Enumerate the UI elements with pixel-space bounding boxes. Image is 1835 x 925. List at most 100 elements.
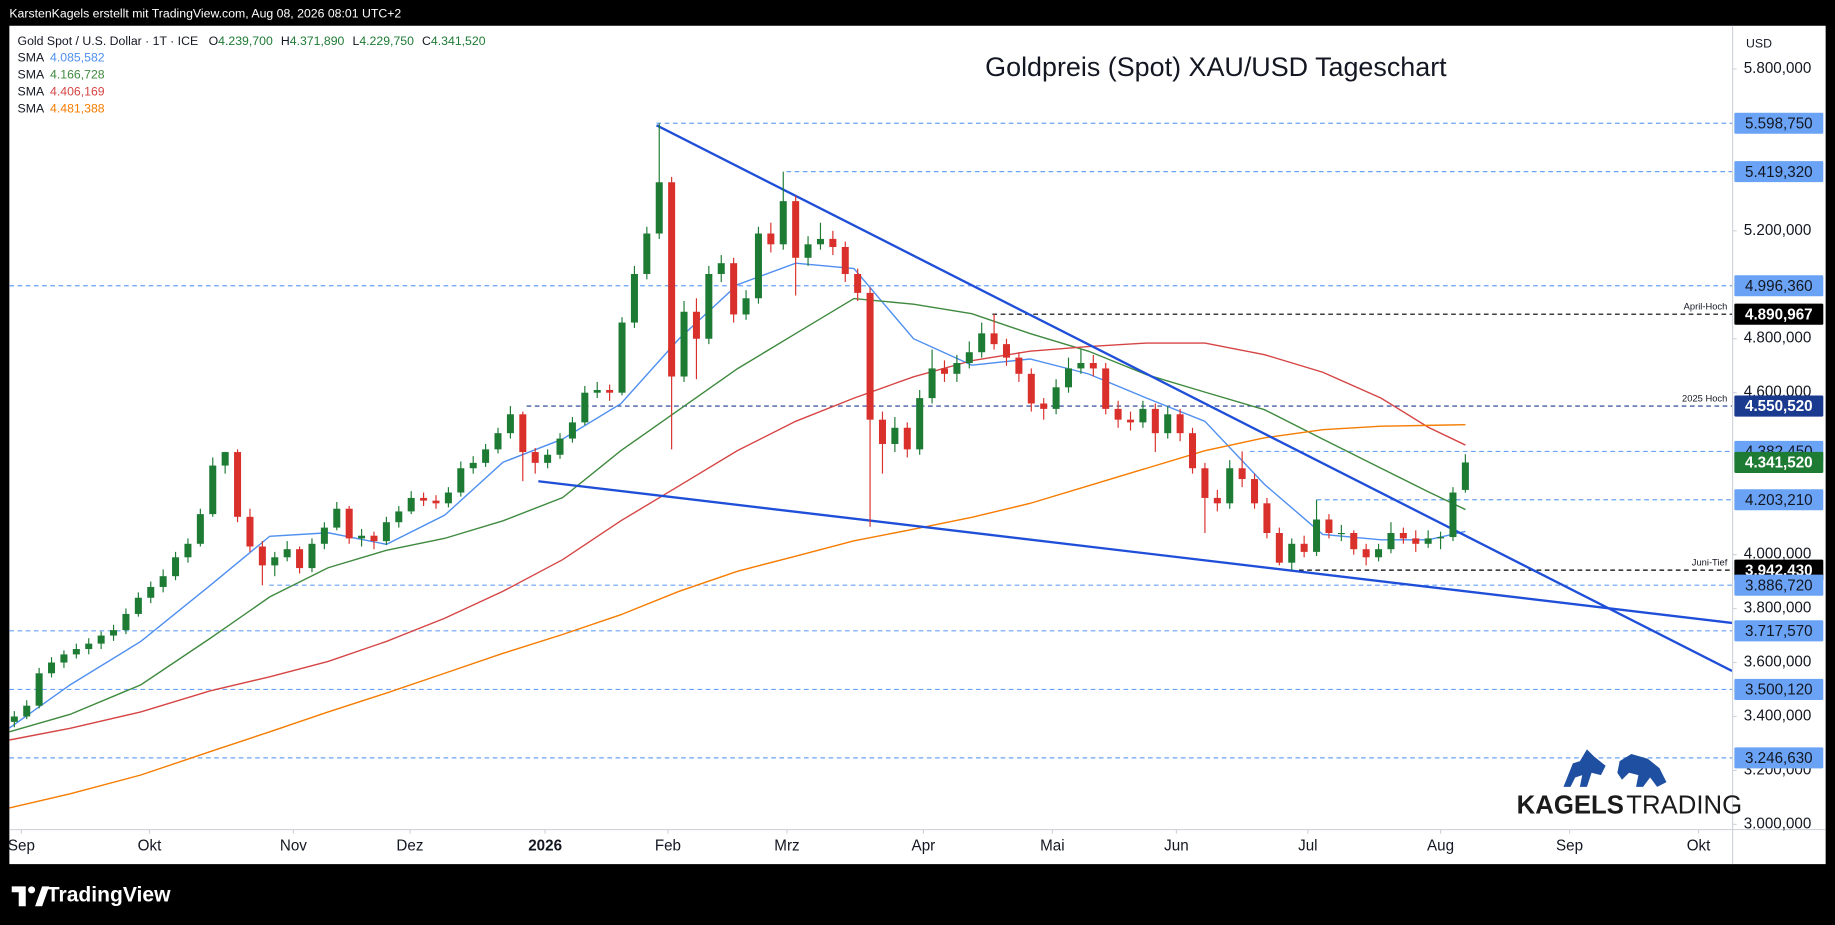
candle-body: [1412, 538, 1420, 544]
ohlc-value: 4.239,700: [218, 34, 273, 48]
candle-body: [878, 419, 886, 444]
candle-body: [568, 422, 576, 439]
legend-name: SMA: [18, 51, 45, 65]
candle-body: [1424, 538, 1432, 544]
candle-body: [1387, 533, 1395, 550]
candle-body: [928, 368, 936, 399]
candle-body: [1052, 387, 1060, 409]
candle-body: [1399, 533, 1407, 539]
level-box: [1734, 161, 1824, 183]
candle-body: [308, 543, 316, 569]
y-tick-label: 3.400,000: [1744, 707, 1812, 724]
level-label: 4.341,520: [1745, 455, 1813, 472]
candle-body: [1300, 543, 1308, 552]
candle-body: [407, 497, 415, 512]
candle-body: [692, 311, 700, 339]
candle-body: [916, 398, 924, 450]
candle-body: [816, 238, 824, 245]
level-label: 3.886,720: [1745, 577, 1813, 594]
legend-name: SMA: [18, 68, 45, 82]
candle-body: [382, 522, 390, 542]
candle-body: [705, 273, 713, 339]
symbol-header: Gold Spot / U.S. Dollar · 1T · ICE O4.23…: [18, 34, 486, 48]
sma-lines: [9, 262, 1466, 809]
candle-body: [506, 414, 514, 434]
candle-body: [184, 543, 192, 558]
candle-body: [221, 452, 229, 466]
candle-body: [1089, 363, 1097, 369]
candle-body: [829, 238, 837, 248]
y-tick-label: 4.800,000: [1744, 330, 1812, 347]
level-label: 4.890,967: [1745, 306, 1813, 323]
candle-body: [1226, 468, 1234, 504]
candle-body: [97, 635, 105, 644]
level-box: [1734, 112, 1824, 134]
trend-lines: [538, 124, 1733, 672]
candle-body: [891, 427, 899, 444]
candle-body: [680, 311, 688, 377]
candle-body: [1238, 468, 1246, 480]
candle-body: [1288, 543, 1296, 563]
candle-body: [85, 643, 93, 650]
candle-body: [48, 662, 56, 674]
ohlc-key: H: [281, 34, 290, 48]
candle-body: [1139, 408, 1147, 423]
level-label: 3.500,120: [1745, 682, 1813, 699]
candle-body: [370, 535, 378, 542]
candle-body: [779, 201, 787, 245]
candle-body: [1325, 519, 1333, 534]
candle-body: [1337, 533, 1345, 535]
legend-entry: SMA 4.085,582: [18, 51, 105, 65]
brand-light: TRADING: [1626, 792, 1742, 820]
candle-body: [1027, 373, 1035, 404]
candle-body: [234, 452, 242, 517]
candle-body: [903, 427, 911, 450]
x-tick-label: Jul: [1298, 838, 1317, 855]
candle-body: [1176, 414, 1184, 434]
legend: SMA 4.085,582 SMA 4.166,728 SMA 4.406,169 SMA 4…: [18, 51, 105, 116]
candle-body: [420, 497, 428, 501]
candle-body: [246, 516, 254, 547]
candle-body: [1164, 414, 1172, 434]
candle-body: [1201, 468, 1209, 498]
legend-value: 4.481,388: [50, 102, 105, 116]
candle-body: [630, 273, 638, 323]
tv-icon: [28, 886, 36, 894]
candle-body: [1350, 533, 1358, 550]
candle-body: [1449, 492, 1457, 538]
candle-body: [531, 452, 539, 463]
candle-body: [618, 322, 626, 393]
candle-body: [444, 492, 452, 504]
x-tick-label: Okt: [138, 838, 162, 855]
level-box: [1734, 678, 1824, 701]
candle-body: [1151, 408, 1159, 434]
legend-entry: SMA 4.166,728: [18, 68, 105, 82]
candle-body: [841, 247, 849, 274]
x-tick-label: Mrz: [774, 838, 799, 855]
candle-body: [147, 586, 155, 598]
candle-body: [544, 454, 552, 463]
candle-body: [606, 390, 614, 393]
brand-text: KAGELS TRADING: [1517, 792, 1742, 820]
level-box: [1734, 574, 1824, 596]
top-bar-text: KarstenKagels erstellt mit TradingView.c…: [9, 6, 401, 20]
legend-value: 4.166,728: [50, 68, 105, 82]
candle-body: [742, 298, 750, 315]
candle-body: [72, 649, 80, 655]
legend-name: SMA: [18, 102, 45, 116]
legend-value: 4.406,169: [50, 85, 105, 99]
x-tick-label: Sep: [1556, 838, 1583, 855]
candle-body: [804, 244, 812, 258]
level-box: [1734, 395, 1824, 417]
candle-body: [1313, 519, 1321, 552]
sma-line: [9, 297, 1466, 733]
candle-body: [35, 673, 43, 706]
candle-body: [482, 449, 490, 463]
currency-label: USD: [1746, 37, 1772, 51]
bull-icon: [1563, 749, 1606, 787]
sma-line: [9, 423, 1466, 809]
level-label: 4.203,210: [1745, 492, 1813, 509]
